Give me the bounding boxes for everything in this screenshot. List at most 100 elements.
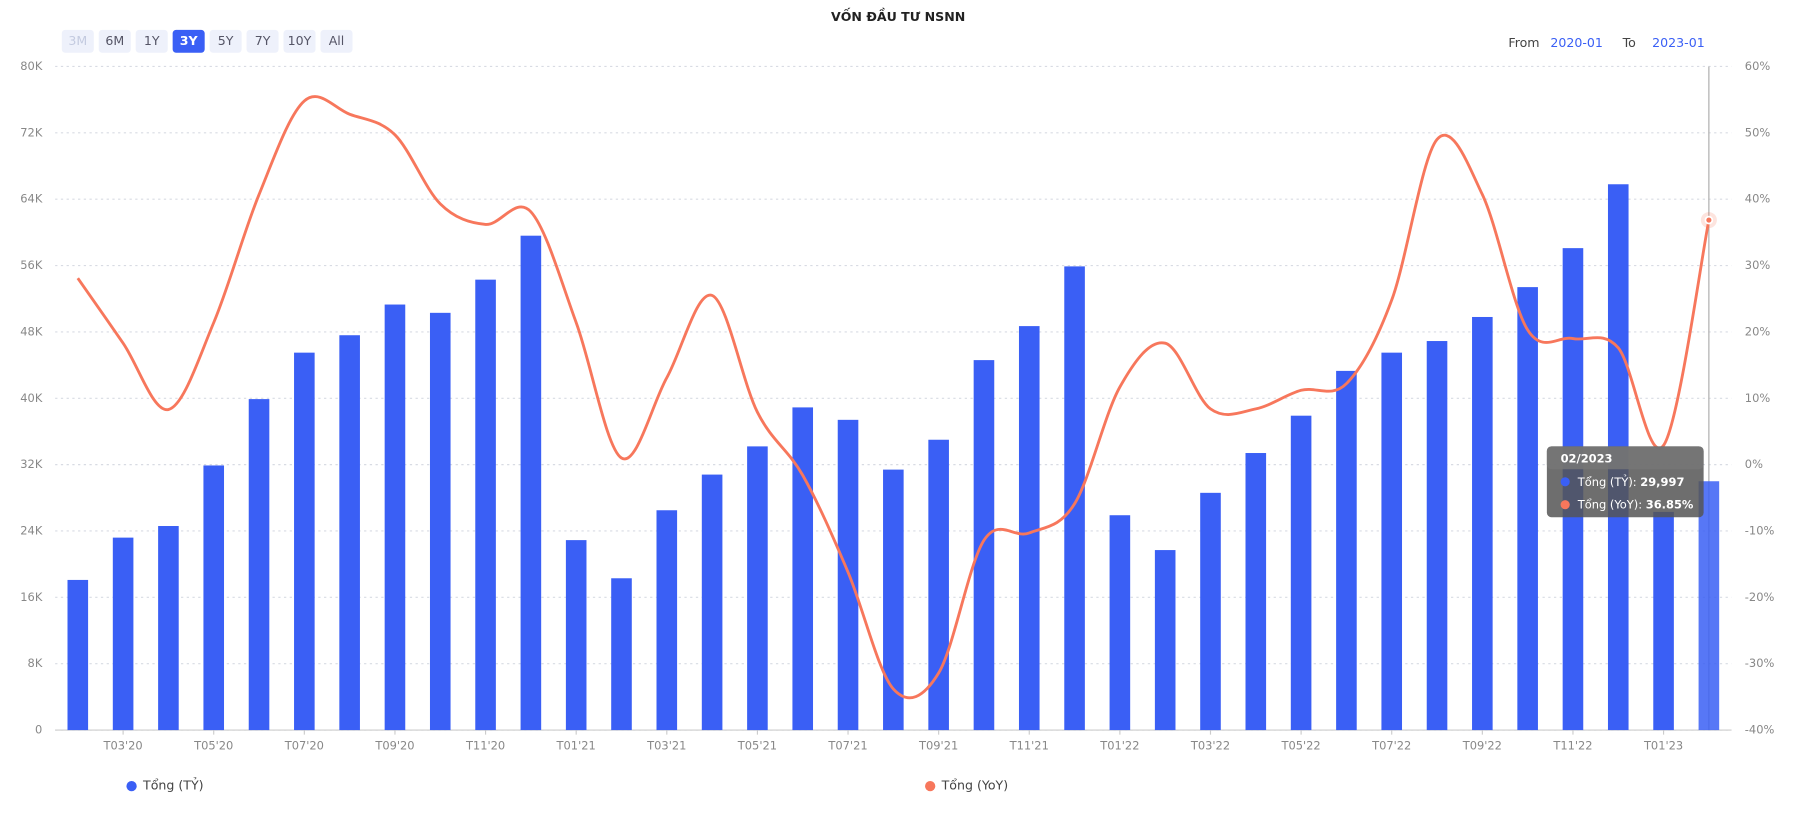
to-label: To <box>1622 35 1636 50</box>
hover-point <box>1704 215 1714 225</box>
y-tick-label: 8K <box>28 656 43 670</box>
bar <box>565 540 587 731</box>
range-button[interactable] <box>61 29 94 53</box>
y-tick-label: 64K <box>20 192 43 206</box>
range-button-label[interactable]: 3M <box>68 33 87 48</box>
range-button[interactable] <box>320 29 353 53</box>
y-tick-label: 40K <box>20 391 43 405</box>
range-button[interactable] <box>135 29 168 53</box>
tooltip-row: Tổng (TỶ): 29,997 <box>1577 472 1685 488</box>
bar <box>1653 511 1674 731</box>
from-input[interactable]: 2020-01 <box>1550 35 1603 50</box>
tooltip-marker <box>1560 477 1570 487</box>
bar <box>339 335 360 731</box>
range-button[interactable] <box>283 29 316 53</box>
bar <box>611 578 632 731</box>
bar <box>1426 341 1448 731</box>
bar <box>1064 266 1085 731</box>
legend-marker[interactable] <box>925 780 936 792</box>
x-tick-label: T01'22 <box>1099 739 1139 753</box>
bar <box>67 579 89 731</box>
x-tick-label: T11'21 <box>1009 739 1049 753</box>
x-tick-label: T01'23 <box>1643 739 1683 753</box>
y2-tick-label: -20% <box>1745 590 1775 604</box>
x-tick-label: T09'22 <box>1462 739 1502 753</box>
line <box>76 95 1711 700</box>
range-button-label[interactable]: 5Y <box>218 33 234 48</box>
y-tick-label: 72K <box>20 125 43 139</box>
y-tick-label: 80K <box>20 59 43 73</box>
x-tick-label: T05'21 <box>737 739 777 753</box>
bar <box>792 407 814 731</box>
bar <box>1109 515 1131 731</box>
range-button-label[interactable]: 7Y <box>255 33 271 48</box>
bar <box>1472 316 1493 731</box>
bar <box>973 360 995 731</box>
y-tick-label: 48K <box>20 324 43 338</box>
range-button-label[interactable]: 10Y <box>288 33 312 48</box>
tooltip-marker <box>1560 500 1570 510</box>
bar <box>520 235 542 731</box>
range-button-label[interactable]: 1Y <box>144 33 160 48</box>
y2-tick-label: 10% <box>1745 391 1771 405</box>
legend-marker[interactable] <box>126 780 137 792</box>
tooltip-label: Tổng (YoY): <box>1577 497 1646 511</box>
bar <box>384 304 406 731</box>
legend-label[interactable]: Tổng (YoY) <box>941 778 1009 793</box>
tooltip-title: 02/2023 <box>1561 451 1613 465</box>
y2-tick-label: 40% <box>1745 192 1771 206</box>
bar <box>883 469 904 731</box>
bar <box>1517 287 1538 731</box>
bar <box>1200 492 1221 731</box>
bar <box>928 439 949 731</box>
legend-label[interactable]: Tổng (TỶ) <box>142 777 204 793</box>
x-tick-label: T09'20 <box>374 739 414 753</box>
y2-tick-label: -30% <box>1745 656 1775 670</box>
bar <box>112 537 134 731</box>
chart-title: VỐN ĐẦU TƯ NSNN <box>831 7 965 24</box>
y-tick-label: 24K <box>20 523 43 537</box>
y-tick-label: 16K <box>20 590 43 604</box>
bar <box>1381 352 1403 731</box>
bar <box>701 474 723 731</box>
bar <box>1154 550 1176 731</box>
range-button[interactable] <box>98 29 131 53</box>
x-tick-label: T11'22 <box>1552 739 1592 753</box>
bar <box>1290 415 1312 731</box>
from-label: From <box>1508 35 1539 50</box>
range-button-label[interactable]: All <box>329 33 345 48</box>
bar <box>429 312 451 731</box>
x-tick-label: T03'21 <box>646 739 686 753</box>
y2-tick-label: 60% <box>1745 59 1771 73</box>
range-button-label[interactable]: 6M <box>105 33 124 48</box>
x-tick-label: T09'21 <box>918 739 958 753</box>
x-tick-label: T07'22 <box>1371 739 1411 753</box>
tooltip-value: 29,997 <box>1640 474 1684 488</box>
y-tick-label: 0 <box>35 723 42 737</box>
to-input[interactable]: 2023-01 <box>1652 35 1705 50</box>
y2-tick-label: 30% <box>1745 258 1771 272</box>
x-tick-label: T11'20 <box>465 739 505 753</box>
x-tick-label: T03'20 <box>102 739 142 753</box>
y2-tick-label: 50% <box>1745 125 1771 139</box>
x-tick-label: T01'21 <box>556 739 596 753</box>
range-button-label[interactable]: 3Y <box>180 33 199 48</box>
y-tick-label: 32K <box>20 457 43 471</box>
y2-tick-label: -10% <box>1745 523 1775 537</box>
y2-tick-label: 0% <box>1745 457 1763 471</box>
tooltip-header <box>1546 446 1704 470</box>
x-tick-label: T07'21 <box>827 739 867 753</box>
tooltip-row: Tổng (YoY): 36.85% <box>1577 497 1694 511</box>
bar <box>248 399 270 731</box>
bar <box>1336 370 1357 731</box>
range-button[interactable] <box>209 29 242 53</box>
tooltip-label: Tổng (TỶ): <box>1577 472 1641 488</box>
range-button[interactable] <box>246 29 279 53</box>
y2-tick-label: -40% <box>1745 723 1775 737</box>
y-tick-label: 56K <box>20 258 43 272</box>
tooltip-value: 36.85% <box>1646 497 1694 511</box>
range-button[interactable] <box>172 29 205 53</box>
bar <box>1245 453 1267 731</box>
